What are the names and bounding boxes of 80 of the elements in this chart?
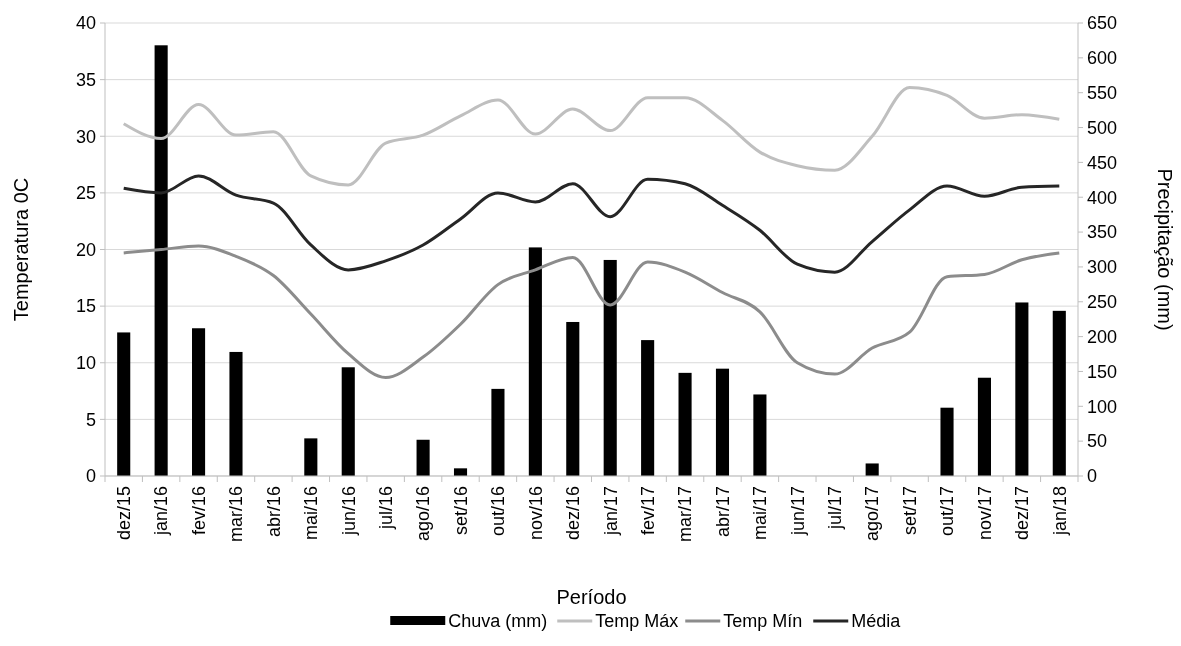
x-tick-label: jan/17	[600, 486, 621, 537]
x-tick-label: mai/16	[301, 486, 322, 541]
x-tick-label: mar/16	[226, 486, 247, 543]
bar	[341, 367, 355, 476]
y-tick-label: 15	[75, 296, 96, 317]
bar	[416, 439, 430, 476]
bar	[715, 368, 730, 476]
y-tick-label: 40	[75, 13, 96, 34]
x-tick-label: abr/17	[712, 486, 733, 538]
x-tick-label: jun/17	[787, 486, 808, 537]
y2-tick-label: 100	[1087, 396, 1118, 417]
y2-tick-label: 0	[1087, 466, 1098, 487]
bar	[678, 372, 692, 476]
x-tick-label: jan/16	[151, 486, 172, 537]
line-series	[122, 86, 1061, 187]
x-tick-label: out/17	[937, 486, 958, 537]
y2-tick-label: 550	[1087, 82, 1118, 103]
y-tick-label: 30	[75, 126, 96, 147]
line-series	[122, 174, 1061, 274]
y2-tick-label: 450	[1087, 152, 1118, 173]
bar	[528, 247, 542, 476]
y-tick-label: 10	[75, 353, 96, 374]
legend-label: Chuva (mm)	[448, 611, 548, 632]
y-tick-label: 35	[75, 69, 96, 90]
x-axis-title: Período	[556, 586, 627, 608]
bar	[977, 377, 991, 476]
y2-tick-label: 250	[1087, 292, 1118, 313]
bar	[154, 45, 168, 476]
x-tick-label: out/16	[488, 486, 509, 537]
x-tick-label: mar/17	[675, 486, 696, 543]
bar	[304, 438, 318, 476]
y2-tick-label: 400	[1087, 187, 1118, 208]
y-tick-label: 5	[85, 409, 96, 430]
bar	[1015, 302, 1029, 476]
bar	[117, 332, 131, 476]
y2-tick-label: 50	[1087, 431, 1108, 452]
y2-tick-label: 300	[1087, 257, 1118, 278]
x-tick-label: dez/16	[563, 486, 584, 541]
x-tick-label: set/17	[899, 486, 920, 536]
y-tick-label: 25	[75, 183, 96, 204]
legend-label: Temp Mín	[723, 611, 803, 632]
y-axis-title: Temperatura 0C	[10, 177, 32, 322]
y2-tick-label: 350	[1087, 222, 1118, 243]
x-tick-label: ago/16	[413, 486, 434, 542]
x-tick-label: mai/17	[750, 486, 771, 541]
bar	[603, 259, 617, 476]
x-tick-label: ago/17	[862, 486, 883, 542]
y2-tick-label: 650	[1087, 13, 1118, 34]
x-tick-label: jul/17	[825, 486, 846, 531]
bar	[566, 321, 580, 476]
bar	[491, 388, 505, 476]
y-tick-label: 20	[75, 239, 96, 260]
y2-tick-label: 150	[1087, 361, 1118, 382]
y-tick-label: 0	[85, 466, 96, 487]
y2-tick-label: 600	[1087, 48, 1118, 69]
x-tick-label: dez/17	[1012, 486, 1033, 541]
y2-tick-label: 500	[1087, 117, 1118, 138]
bar	[1052, 310, 1066, 476]
x-tick-label: jul/16	[375, 486, 396, 531]
x-tick-label: set/16	[450, 486, 471, 536]
y2-tick-label: 200	[1087, 326, 1118, 347]
x-tick-label: jan/18	[1049, 486, 1070, 537]
bar	[753, 394, 767, 476]
x-tick-label: abr/16	[263, 486, 284, 538]
legend-label: Temp Máx	[595, 611, 679, 632]
bar	[865, 463, 879, 476]
legend-label: Média	[851, 611, 902, 632]
bar	[453, 468, 468, 476]
line-series	[122, 244, 1061, 379]
x-tick-label: dez/15	[114, 486, 135, 541]
x-tick-label: nov/16	[525, 486, 546, 541]
x-tick-label: nov/17	[974, 486, 995, 541]
x-tick-label: fev/17	[637, 486, 658, 536]
x-tick-label: fev/16	[188, 486, 209, 536]
bar	[641, 340, 655, 476]
y2-axis-title: Precipitação (mm)	[1154, 168, 1176, 331]
x-tick-label: jun/16	[338, 486, 359, 537]
bar	[229, 351, 243, 476]
bar	[940, 407, 954, 476]
bar	[192, 328, 206, 476]
